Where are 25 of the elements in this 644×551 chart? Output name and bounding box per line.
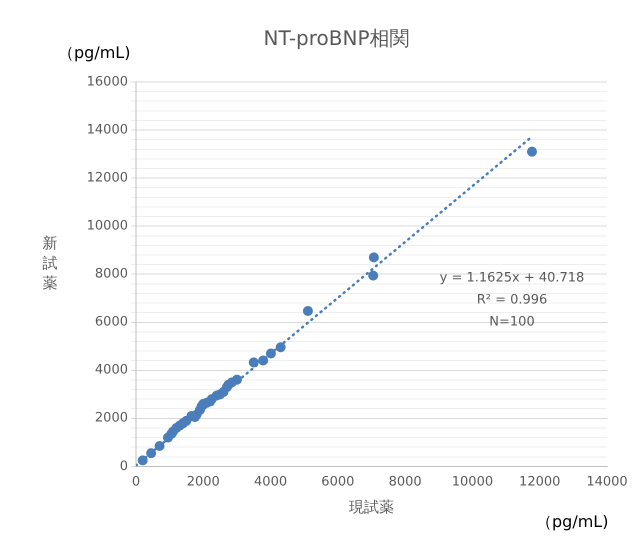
annotation: R² = 0.996 (476, 292, 548, 308)
y-tick-label: 2000 (94, 410, 128, 426)
x-tick-label: 4000 (254, 474, 288, 490)
y-tick-label: 10000 (86, 218, 128, 234)
y-tick-label: 12000 (86, 170, 128, 186)
x-tick-label: 2000 (186, 474, 220, 490)
y-tick-label: 0 (120, 458, 128, 474)
y-tick-label: 4000 (94, 362, 128, 378)
y-tick-label: 16000 (86, 74, 128, 90)
y-tick-label: 8000 (94, 266, 128, 282)
y-tick-label: 6000 (94, 314, 128, 330)
x-tick-label: 8000 (388, 474, 422, 490)
annotation: y = 1.1625x + 40.718 (440, 270, 584, 286)
annotation: N=100 (489, 314, 535, 330)
y-axis-title: 新試薬 (42, 234, 58, 292)
x-tick-label: 6000 (321, 474, 354, 490)
y-tick-label: 14000 (86, 122, 128, 138)
x-axis-title: 現試薬 (349, 498, 394, 516)
text: （pg/mL) (58, 43, 130, 62)
x-tick-label: 14000 (586, 474, 628, 490)
x-tick-label: 12000 (519, 474, 560, 490)
chart-title: NT-proBNP相関 (263, 26, 410, 50)
text: （pg/mL) (536, 512, 608, 532)
x-tick-label: 0 (132, 474, 140, 490)
x-tick-label: 10000 (452, 474, 494, 490)
